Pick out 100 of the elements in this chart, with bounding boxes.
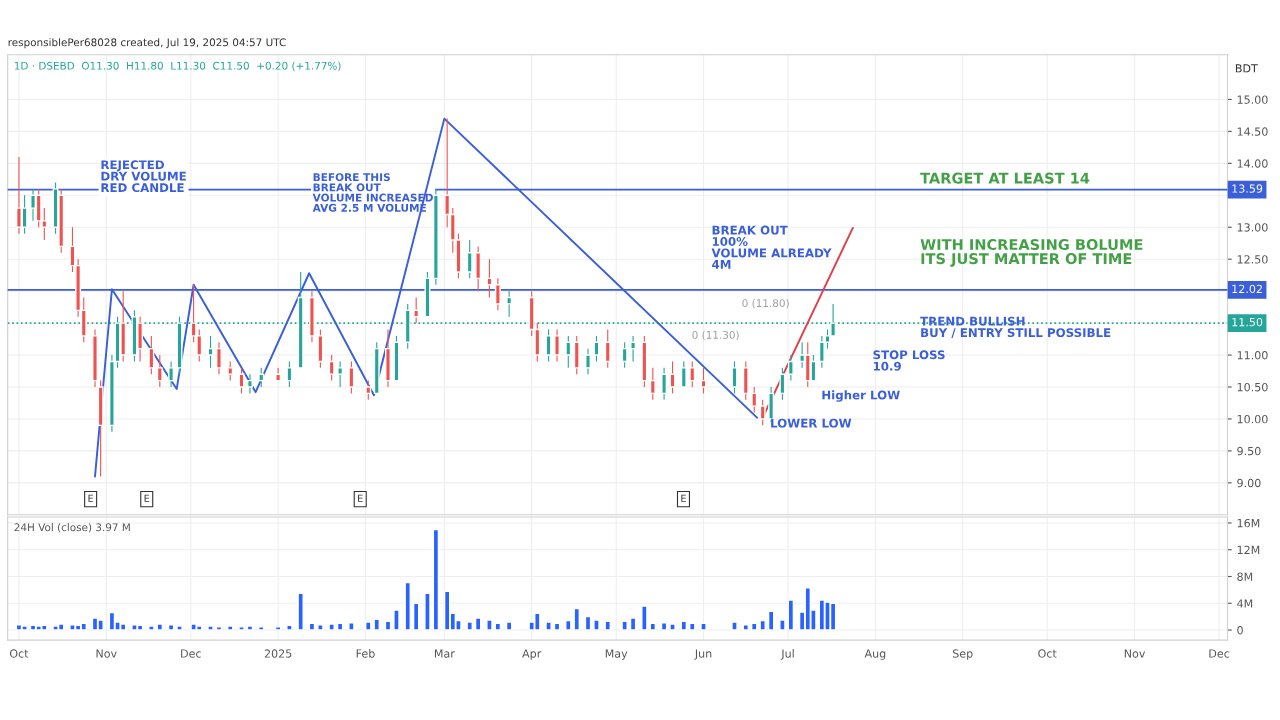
bar [373,618,380,631]
bar [553,622,561,631]
bar [308,622,316,631]
candlestick [156,354,163,388]
bar [215,626,223,631]
annotation: 0 (11.30) [692,330,739,341]
y-tick-label: 11.00 [1237,351,1268,360]
candlestick [486,258,493,299]
y-tick-label: 0 [1237,626,1243,635]
y-tick-label: 13.00 [1237,223,1268,232]
candlestick [337,360,344,388]
y-tick-label: 9.50 [1237,446,1261,456]
x-tick-label: Apr [522,649,542,660]
bar [148,625,155,631]
candlestick [258,367,265,388]
x-tick-label: Nov [1124,649,1146,658]
bar [573,607,580,631]
bar [365,621,372,631]
bar [257,626,265,631]
bar [412,602,420,631]
annotation: BREAK OUT 100% VOLUME ALREADY 4M [711,225,832,269]
bar [494,622,502,631]
bar [787,599,795,631]
candlestick [604,328,611,369]
annotation: E [88,494,94,502]
bar [167,623,175,631]
candlestick [247,373,253,394]
bar [297,592,304,631]
candlestick [565,335,572,369]
bar [751,622,758,631]
bar [545,621,552,631]
bar [176,625,183,631]
candlestick [661,367,668,401]
candlestick [227,360,234,382]
x-tick-label: Dec [1209,649,1230,658]
x-tick-label: Nov [96,649,117,658]
x-tick-label: Oct [1038,649,1057,658]
bar [424,592,431,631]
bar [246,625,254,631]
candlestick [365,380,372,401]
bar [207,625,214,631]
bar [286,624,293,631]
bar [466,621,473,631]
candlestick [700,367,707,394]
x-tick-label: Jun [694,649,712,660]
candlestick [506,290,513,318]
bar [384,620,392,631]
bar [641,605,648,631]
y-tick-label: 12M [1237,545,1260,554]
ref-line-label: 12.02 [1232,284,1262,294]
bar [629,617,637,631]
bar [700,622,707,631]
y-tick-label: 10.00 [1237,414,1268,424]
candlestick [689,360,696,388]
bar [156,623,164,631]
candlestick [168,360,175,388]
candlestick [466,239,473,279]
x-tick-label: Jul [780,649,794,660]
candlestick [585,348,591,375]
bar [474,617,482,631]
candlestick [328,354,335,382]
bar [731,621,738,631]
annotation: TREND BULLISH BUY / ENTRY STILL POSSIBLE [920,316,1111,338]
bar [393,609,400,631]
bar [621,620,628,631]
candlestick [680,360,687,388]
annotation: REJECTED DRY VOLUME RED CANDLE [101,160,186,193]
bar [779,619,786,631]
bar [274,626,282,631]
bar [317,623,324,631]
y-tick-label: 14.50 [1237,127,1268,136]
candlestick [759,399,766,426]
candlestick [649,367,656,401]
candlestick [148,335,155,375]
candlestick [787,354,794,382]
bar [669,623,676,631]
chart-title: responsiblePer68028 created, Jul 19, 2025 04:57 UTC [8,38,286,49]
y-tick-label: 12.50 [1237,255,1268,264]
y-tick-label: 9.00 [1237,478,1261,488]
bar [584,615,592,631]
annotation: 24H Vol (close) 3.97 M [14,523,130,533]
y-axis-title: BDT [1235,64,1258,73]
candlestick [779,367,786,401]
bar [680,620,688,631]
x-tick-label: Dec [181,649,201,658]
y-tick-label: 8M [1237,572,1253,581]
bar [565,619,572,631]
bar [238,626,245,631]
annotation: WITH INCREASING BOLUME ITS JUST MATTER OF TIME [920,239,1143,267]
bar [604,620,611,631]
annotation: TARGET AT LEAST 14 [920,172,1090,184]
candlestick [621,341,628,369]
candlestick [545,328,552,362]
bar [486,619,493,631]
candlestick [630,335,637,362]
candlestick [216,341,222,375]
x-tick-label: Oct [9,649,29,658]
x-tick-label: Aug [864,649,886,660]
annotation: LOWER LOW [771,418,852,428]
annotation: E [144,494,150,502]
